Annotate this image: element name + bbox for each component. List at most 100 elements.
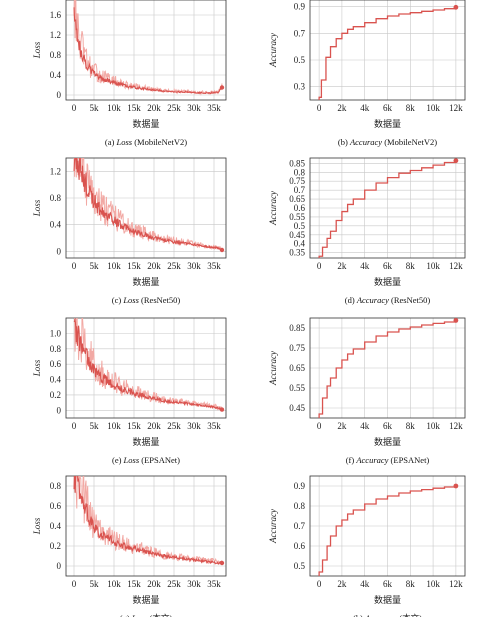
y-axis-label: Loss: [32, 41, 42, 59]
grid: [310, 476, 465, 576]
x-tick-label: 10k: [426, 261, 440, 271]
y-tick-label: 0.7: [294, 521, 306, 531]
x-tick-label: 2k: [337, 579, 347, 589]
y-tick-label: 0.35: [289, 248, 305, 258]
x-tick-label: 6k: [383, 421, 393, 431]
y-tick-label: 0.75: [289, 343, 305, 353]
y-tick-label: 0: [57, 90, 62, 100]
x-tick-label: 15k: [127, 421, 141, 431]
x-tick-label: 12k: [449, 421, 463, 431]
x-tick-label: 30k: [187, 421, 201, 431]
y-tick-label: 0.4: [50, 220, 62, 230]
chart-panel-6: 0 2k 4k 6k 8k 10k 12k 0.45 0.55 0.65 0.75 0.85 数据量 Ac…: [268, 317, 466, 465]
x-tick-label: 12k: [449, 261, 463, 271]
x-tick-label: 0: [72, 103, 77, 113]
x-tick-label: 15k: [127, 103, 141, 113]
y-tick-label: 0.75: [289, 176, 305, 186]
x-tick-label: 25k: [167, 579, 181, 589]
accuracy-series-line: [318, 160, 457, 258]
x-tick-label: 10k: [107, 261, 121, 271]
x-tick-label: 30k: [187, 261, 201, 271]
y-tick-label: 0.4: [50, 70, 62, 80]
plot-frame: [309, 157, 466, 259]
x-axis-label: 数据量: [132, 118, 159, 130]
x-tick-label: 2k: [337, 261, 347, 271]
grid: [310, 318, 465, 418]
y-tick-label: 0.4: [50, 375, 62, 385]
x-tick-label: 25k: [167, 421, 181, 431]
series-end-point: [219, 560, 225, 566]
x-tick-label: 8k: [406, 261, 416, 271]
chart-panel-4: 0 2k 4k 6k 8k 10k 12k 0.350.40.450.50.550.60.65…: [268, 157, 466, 305]
loss-raw-series: [74, 476, 223, 566]
chart-caption: (e) Loss (EPSANet): [112, 455, 180, 465]
y-tick-label: 0.9: [294, 481, 306, 491]
x-tick-label: 0: [317, 421, 322, 431]
chart-panel-5: 0 5k 10k 15k 20k 25k 30k 35k 0 0.2 0.4 0.6 0.8 1.0 数据量…: [32, 317, 227, 465]
chart-panel-8: 0 2k 4k 6k 8k 10k 12k 0.5 0.6 0.7 0.8 0.9 数据量 Accurac…: [268, 475, 466, 617]
grid: [310, 158, 465, 258]
plot-frame: [309, 475, 466, 577]
x-tick-label: 15k: [127, 261, 141, 271]
x-tick-label: 4k: [360, 579, 370, 589]
grid: [66, 0, 226, 100]
y-tick-label: 1.2: [50, 30, 61, 40]
x-tick-label: 12k: [449, 103, 463, 113]
chart-caption: (b) Accuracy (MobileNetV2): [338, 137, 437, 147]
x-axis-label: 数据量: [374, 276, 401, 288]
x-tick-label: 5k: [90, 421, 100, 431]
plot-frame: [65, 157, 227, 259]
series-end-point: [453, 158, 459, 164]
y-tick-label: 0.2: [50, 541, 61, 551]
y-axis-label: Loss: [32, 199, 42, 217]
y-tick-label: 0.6: [50, 359, 62, 369]
y-tick-label: 0.5: [294, 221, 306, 231]
y-tick-label: 0.6: [50, 501, 62, 511]
chart-caption: (a) Loss (MobileNetV2): [105, 137, 187, 147]
x-axis-label: 数据量: [374, 118, 401, 130]
x-tick-label: 8k: [406, 421, 416, 431]
x-axis-label: 数据量: [132, 594, 159, 606]
x-tick-label: 30k: [187, 103, 201, 113]
x-tick-label: 4k: [360, 261, 370, 271]
y-tick-label: 0.8: [50, 50, 62, 60]
x-tick-label: 2k: [337, 421, 347, 431]
x-tick-label: 25k: [167, 103, 181, 113]
accuracy-series-line: [318, 320, 457, 418]
plot-frame: [65, 475, 227, 577]
y-tick-label: 0.7: [294, 185, 306, 195]
loss-series-line: [73, 158, 223, 251]
y-tick-label: 0.45: [289, 403, 305, 413]
x-tick-label: 20k: [147, 579, 161, 589]
x-axis-label: 数据量: [132, 436, 159, 448]
y-axis-label: Accuracy: [268, 33, 278, 68]
series-end-point: [219, 85, 225, 90]
x-tick-label: 25k: [167, 261, 181, 271]
x-tick-label: 10k: [426, 103, 440, 113]
x-axis-label: 数据量: [374, 594, 401, 606]
y-tick-label: 0: [57, 561, 62, 571]
x-tick-label: 5k: [90, 261, 100, 271]
x-tick-label: 0: [72, 261, 77, 271]
y-tick-label: 0.8: [294, 501, 306, 511]
y-tick-label: 0.45: [289, 230, 305, 240]
chart-caption: (d) Accuracy (ResNet50): [345, 295, 431, 305]
x-tick-label: 20k: [147, 421, 161, 431]
x-tick-label: 0: [72, 579, 77, 589]
loss-raw-series: [74, 318, 223, 411]
accuracy-series-line: [318, 7, 457, 100]
plot-frame: [309, 317, 466, 419]
y-tick-label: 0.5: [294, 561, 306, 571]
x-axis-label: 数据量: [132, 276, 159, 288]
x-axis-label: 数据量: [374, 436, 401, 448]
y-tick-label: 1.6: [50, 10, 62, 20]
y-tick-label: 0.4: [294, 239, 306, 249]
x-tick-label: 6k: [383, 261, 393, 271]
x-tick-label: 10k: [107, 421, 121, 431]
y-tick-label: 0.65: [289, 194, 305, 204]
x-tick-label: 0: [317, 579, 322, 589]
x-tick-label: 15k: [127, 579, 141, 589]
y-tick-label: 0.85: [289, 158, 305, 168]
grid: [66, 158, 226, 258]
